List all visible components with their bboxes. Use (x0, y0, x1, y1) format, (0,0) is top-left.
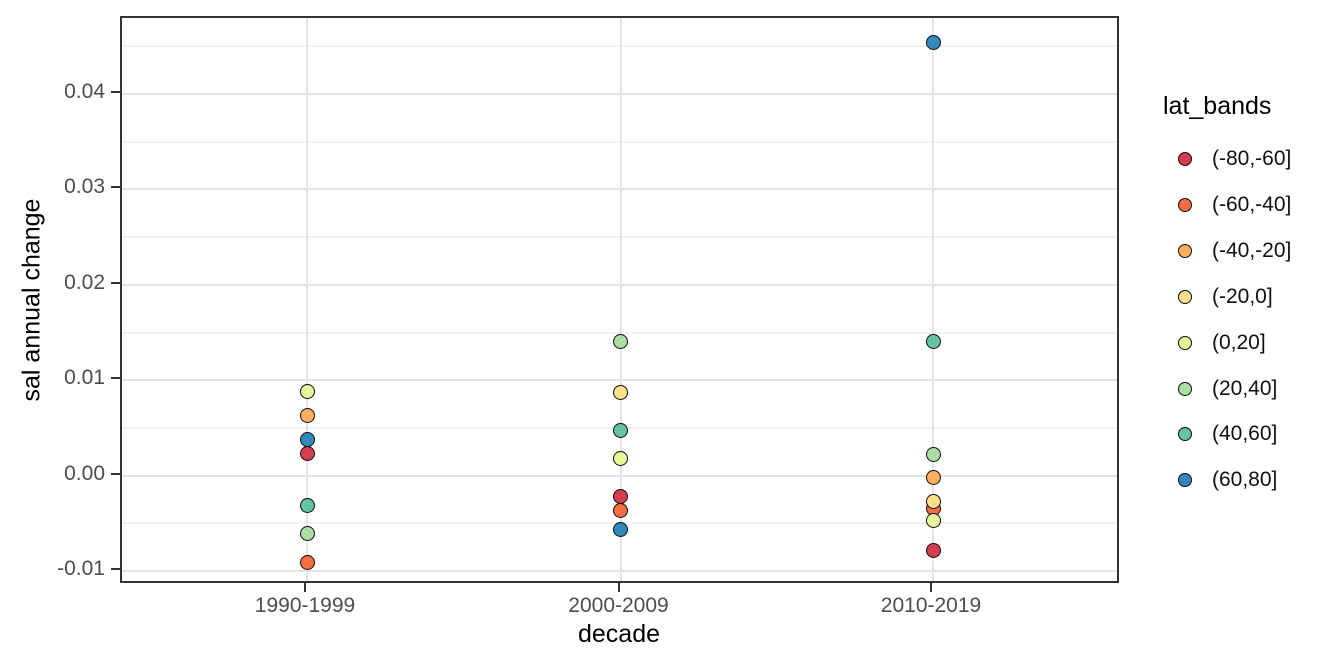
legend-key-swatch (1178, 473, 1192, 488)
gridline-vertical (619, 18, 622, 581)
legend-key-swatch (1178, 335, 1192, 350)
data-point (925, 34, 941, 50)
y-tick-label: 0.01 (64, 366, 105, 390)
legend-label: (-60,-40] (1212, 192, 1292, 216)
y-tick-mark (111, 91, 120, 93)
data-point (299, 497, 315, 513)
data-point (299, 446, 315, 462)
x-axis-title: decade (577, 620, 661, 648)
x-tick-label: 1990-1999 (254, 594, 356, 617)
legend-label: (-20,0] (1212, 284, 1273, 308)
legend-title: lat_bands (1163, 92, 1272, 120)
data-point (299, 526, 315, 542)
data-point (613, 489, 628, 505)
y-tick-label: 0.02 (64, 270, 105, 294)
y-tick-mark (111, 281, 120, 284)
plot-panel (120, 16, 1119, 583)
data-point (925, 512, 941, 528)
legend-label: (-40,-20] (1212, 238, 1292, 262)
x-tick-label: 2010-2019 (880, 594, 982, 617)
data-point (613, 385, 628, 401)
data-point (925, 470, 941, 485)
gridline-vertical (932, 18, 934, 581)
legend-key-swatch (1178, 197, 1192, 212)
data-point (925, 542, 941, 558)
x-tick-mark (930, 583, 932, 592)
y-tick-label: 0.00 (64, 461, 105, 485)
y-tick-label: 0.03 (64, 175, 105, 199)
legend-label: (60,80] (1212, 468, 1278, 492)
data-point (299, 431, 315, 447)
data-point (299, 407, 315, 423)
data-point (925, 493, 941, 509)
legend-label: (40,60] (1212, 422, 1278, 446)
x-tick-mark (304, 583, 306, 592)
y-tick-label: -0.01 (57, 557, 105, 580)
y-tick-mark (111, 186, 120, 189)
legend-key-swatch (1178, 152, 1192, 166)
legend-label: (20,40] (1212, 376, 1278, 400)
data-point (613, 333, 628, 349)
gridline-vertical (306, 18, 308, 581)
data-point (925, 333, 941, 349)
y-tick-mark (111, 377, 120, 380)
data-point (613, 450, 628, 466)
data-point (613, 521, 628, 537)
data-point (299, 554, 315, 570)
legend-key-swatch (1178, 381, 1192, 396)
x-tick-mark (617, 583, 620, 592)
data-point (613, 423, 628, 439)
legend-key-swatch (1178, 289, 1192, 304)
x-tick-label: 2000-2009 (568, 594, 669, 617)
y-tick-mark (111, 568, 120, 570)
legend-label: (0,20] (1212, 330, 1266, 354)
data-point (613, 503, 628, 519)
data-point (925, 447, 941, 463)
legend-key-swatch (1178, 427, 1192, 442)
y-tick-label: 0.04 (64, 80, 105, 103)
y-tick-mark (111, 472, 120, 475)
data-point (299, 384, 315, 400)
legend-label: (-80,-60] (1212, 147, 1292, 170)
legend-key-swatch (1178, 243, 1192, 258)
